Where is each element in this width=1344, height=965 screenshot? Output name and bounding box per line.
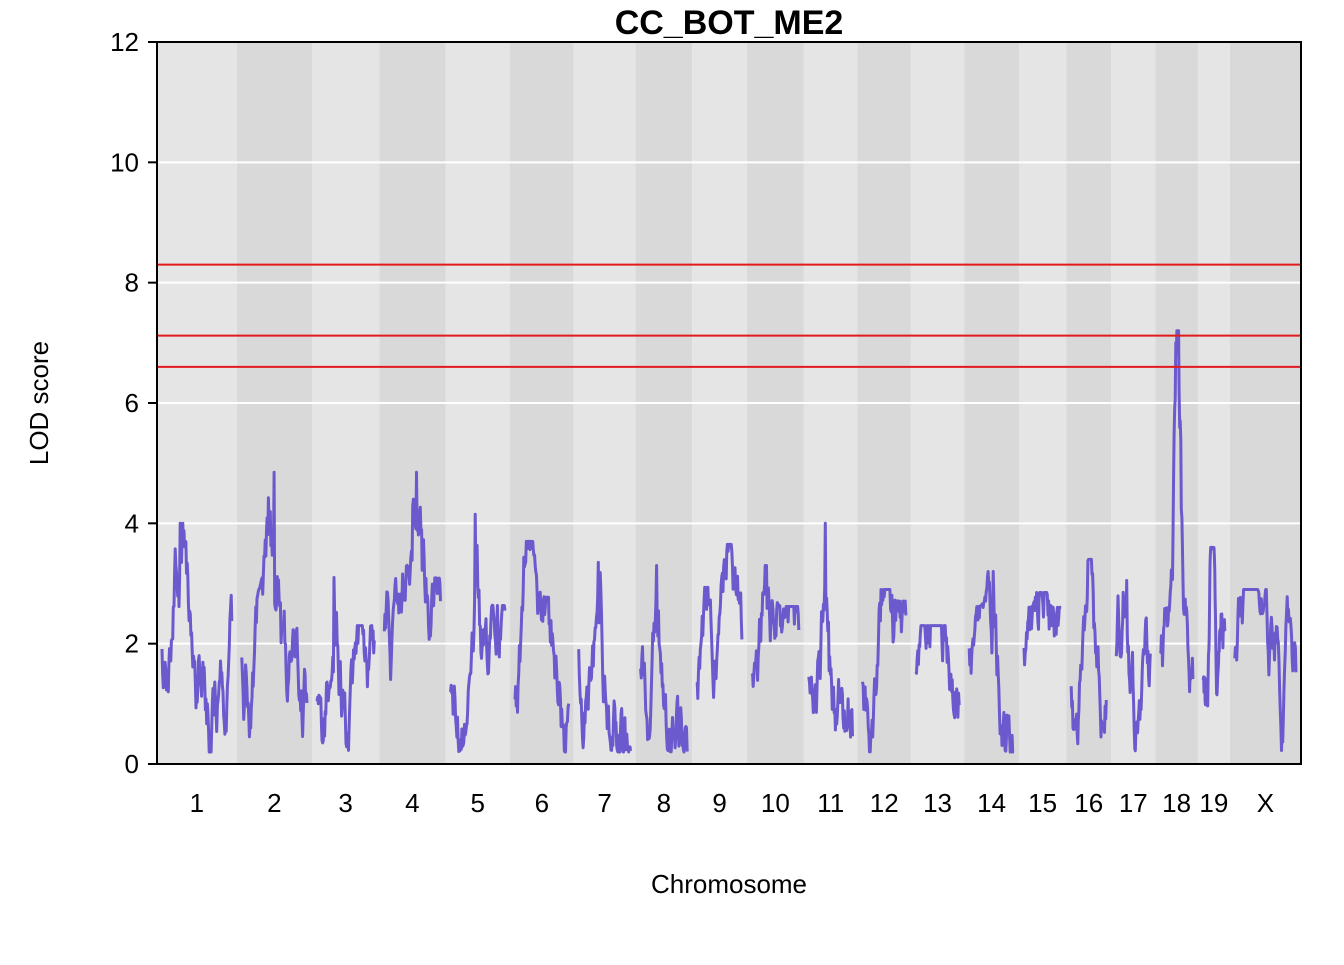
- lod-line-chr-3: [315, 576, 376, 752]
- grid-lines: [157, 161, 1301, 645]
- x-tick-label: 12: [870, 788, 899, 818]
- lod-line-chr-9: [695, 542, 744, 700]
- lod-line-chr-6: [513, 539, 571, 754]
- lod-line-chr-19: [1201, 545, 1227, 708]
- x-tick-label: 17: [1119, 788, 1148, 818]
- lod-series: [160, 329, 1298, 754]
- chart-title: CC_BOT_ME2: [615, 4, 844, 42]
- x-tick-label: 14: [977, 788, 1006, 818]
- x-tick-label: 5: [471, 788, 485, 818]
- y-axis: 0 2 4 6 8 10 12: [110, 27, 157, 779]
- x-tick-label: 4: [405, 788, 419, 818]
- y-tick-label: 4: [125, 508, 139, 538]
- y-tick-label: 2: [125, 629, 139, 659]
- lod-line-chr-4: [382, 470, 442, 681]
- lod-line-chr-14: [967, 570, 1015, 754]
- lod-line-chr-11: [807, 521, 854, 739]
- x-tick-label: 15: [1028, 788, 1057, 818]
- x-tick-label: 9: [712, 788, 726, 818]
- x-tick-label: 2: [267, 788, 281, 818]
- y-tick-label: 0: [125, 749, 139, 779]
- lod-line-chr-17: [1114, 579, 1152, 753]
- x-tick-label: 13: [923, 788, 952, 818]
- y-axis-label: LOD score: [24, 341, 54, 465]
- lod-line-chr-12: [861, 588, 908, 754]
- x-tick-label: X: [1257, 788, 1274, 818]
- y-tick-label: 8: [125, 268, 139, 298]
- x-tick-label: 10: [761, 788, 790, 818]
- y-tick-label: 10: [110, 147, 139, 177]
- x-tick-label: 18: [1162, 788, 1191, 818]
- lod-line-chr-X: [1233, 588, 1298, 752]
- lod-line-chr-13: [914, 624, 961, 720]
- x-tick-label: 1: [190, 788, 204, 818]
- x-tick-label: 8: [657, 788, 671, 818]
- x-tick-label: 7: [597, 788, 611, 818]
- lod-line-chr-8: [639, 564, 689, 754]
- lod-line-chr-5: [449, 512, 507, 753]
- lod-line-chr-15: [1022, 591, 1063, 667]
- lod-line-chr-2: [240, 470, 309, 739]
- y-tick-label: 12: [110, 27, 139, 57]
- x-tick-label: 11: [817, 788, 844, 818]
- x-axis: 1 2 3 4 5 6 7 8 9 10 11 12 13 14 15 16 17 18 19 X: [190, 788, 1274, 818]
- x-tick-label: 16: [1074, 788, 1103, 818]
- lod-line-chr-1: [160, 521, 234, 754]
- lod-line-chr-16: [1069, 557, 1108, 746]
- lod-line-chr-7: [577, 560, 633, 754]
- x-tick-label: 6: [535, 788, 549, 818]
- x-axis-label: Chromosome: [651, 869, 807, 899]
- threshold-lines: [157, 263, 1301, 368]
- x-tick-label: 3: [338, 788, 352, 818]
- x-tick-label: 19: [1199, 788, 1228, 818]
- lod-line-chr-18: [1159, 329, 1195, 694]
- lod-line-chr-10: [750, 564, 801, 688]
- y-tick-label: 6: [125, 388, 139, 418]
